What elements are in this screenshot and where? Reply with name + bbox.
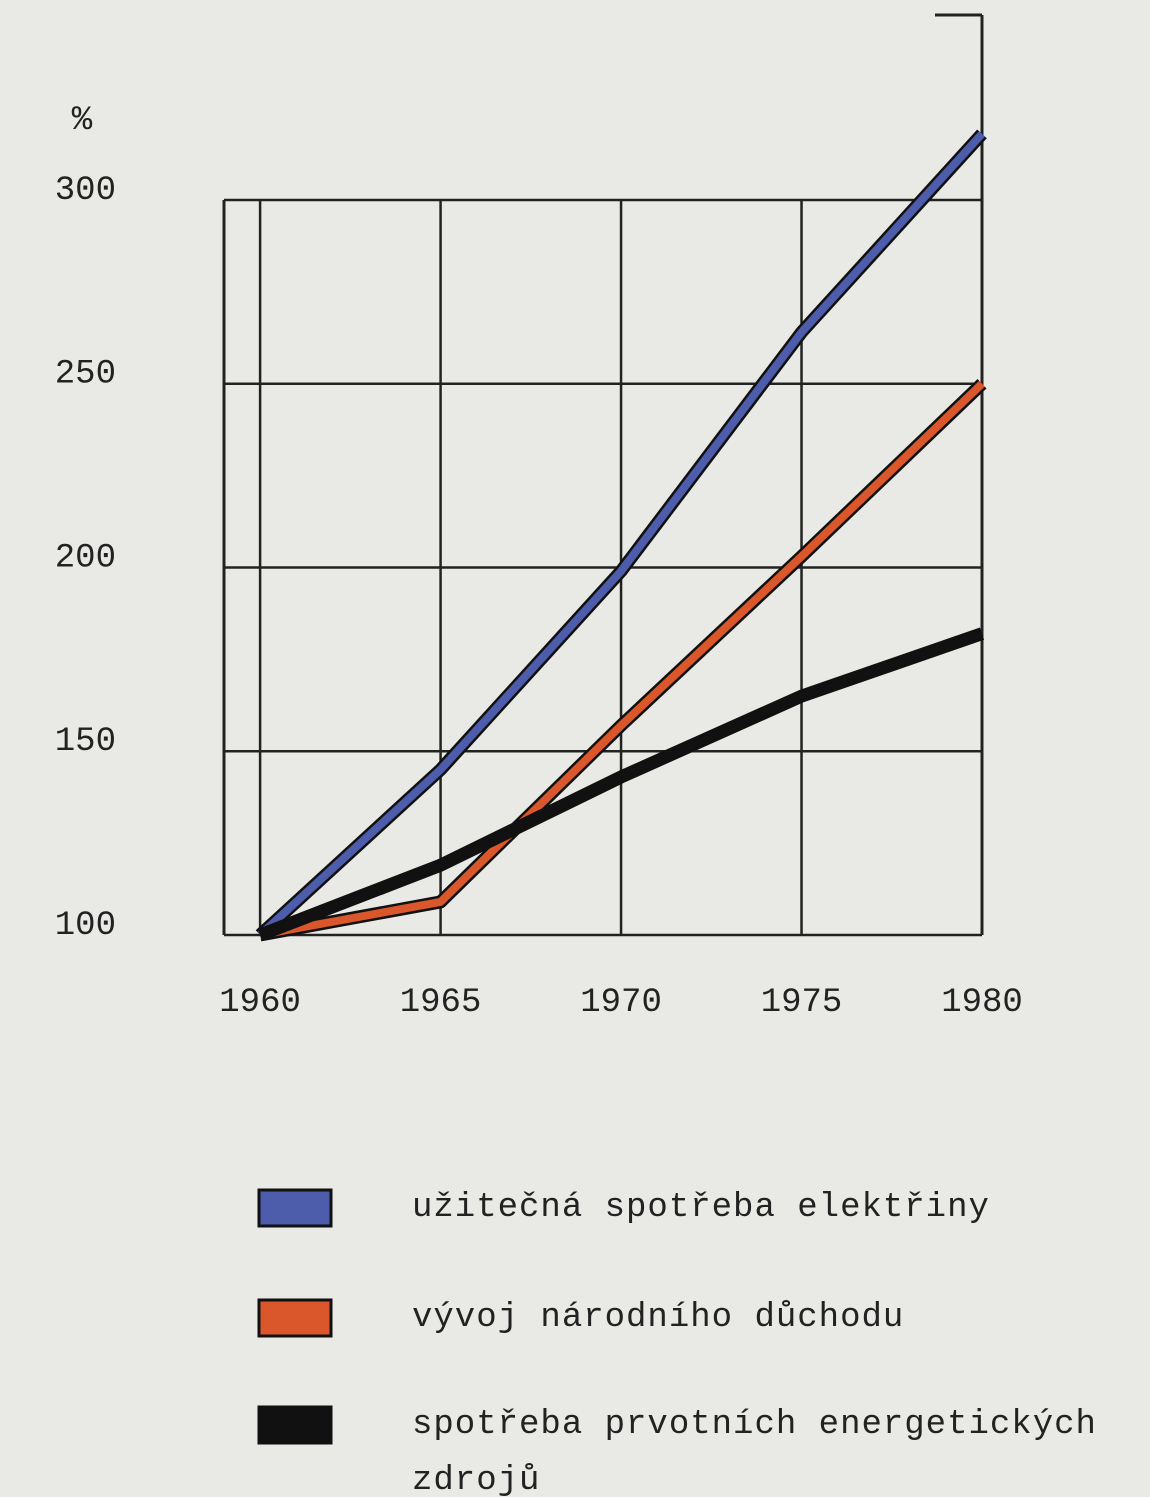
- y-tick-label: 250: [55, 356, 116, 394]
- y-axis-label: %: [72, 102, 93, 140]
- x-tick-label: 1970: [580, 984, 662, 1022]
- y-tick-label: 100: [55, 907, 116, 945]
- x-tick-label: 1960: [219, 984, 301, 1022]
- x-tick-label: 1980: [941, 984, 1023, 1022]
- line: [257, 131, 985, 938]
- x-tick-label: 1975: [761, 984, 843, 1022]
- legend-label: vývoj národního důchodu: [412, 1299, 905, 1337]
- y-tick-label: 150: [55, 723, 116, 761]
- y-tick-label: 300: [55, 172, 116, 210]
- line: [259, 380, 985, 939]
- legend-swatch: [257, 1405, 333, 1445]
- legend-swatch: [257, 1188, 333, 1228]
- legend-label: spotřeba prvotních energetických zdrojů: [412, 1406, 1097, 1497]
- legend-label: užitečná spotřeba elektřiny: [412, 1189, 990, 1227]
- y-tick-label: 200: [55, 539, 116, 577]
- line: [258, 629, 984, 939]
- legend-swatch: [257, 1298, 333, 1338]
- x-tick-label: 1965: [400, 984, 482, 1022]
